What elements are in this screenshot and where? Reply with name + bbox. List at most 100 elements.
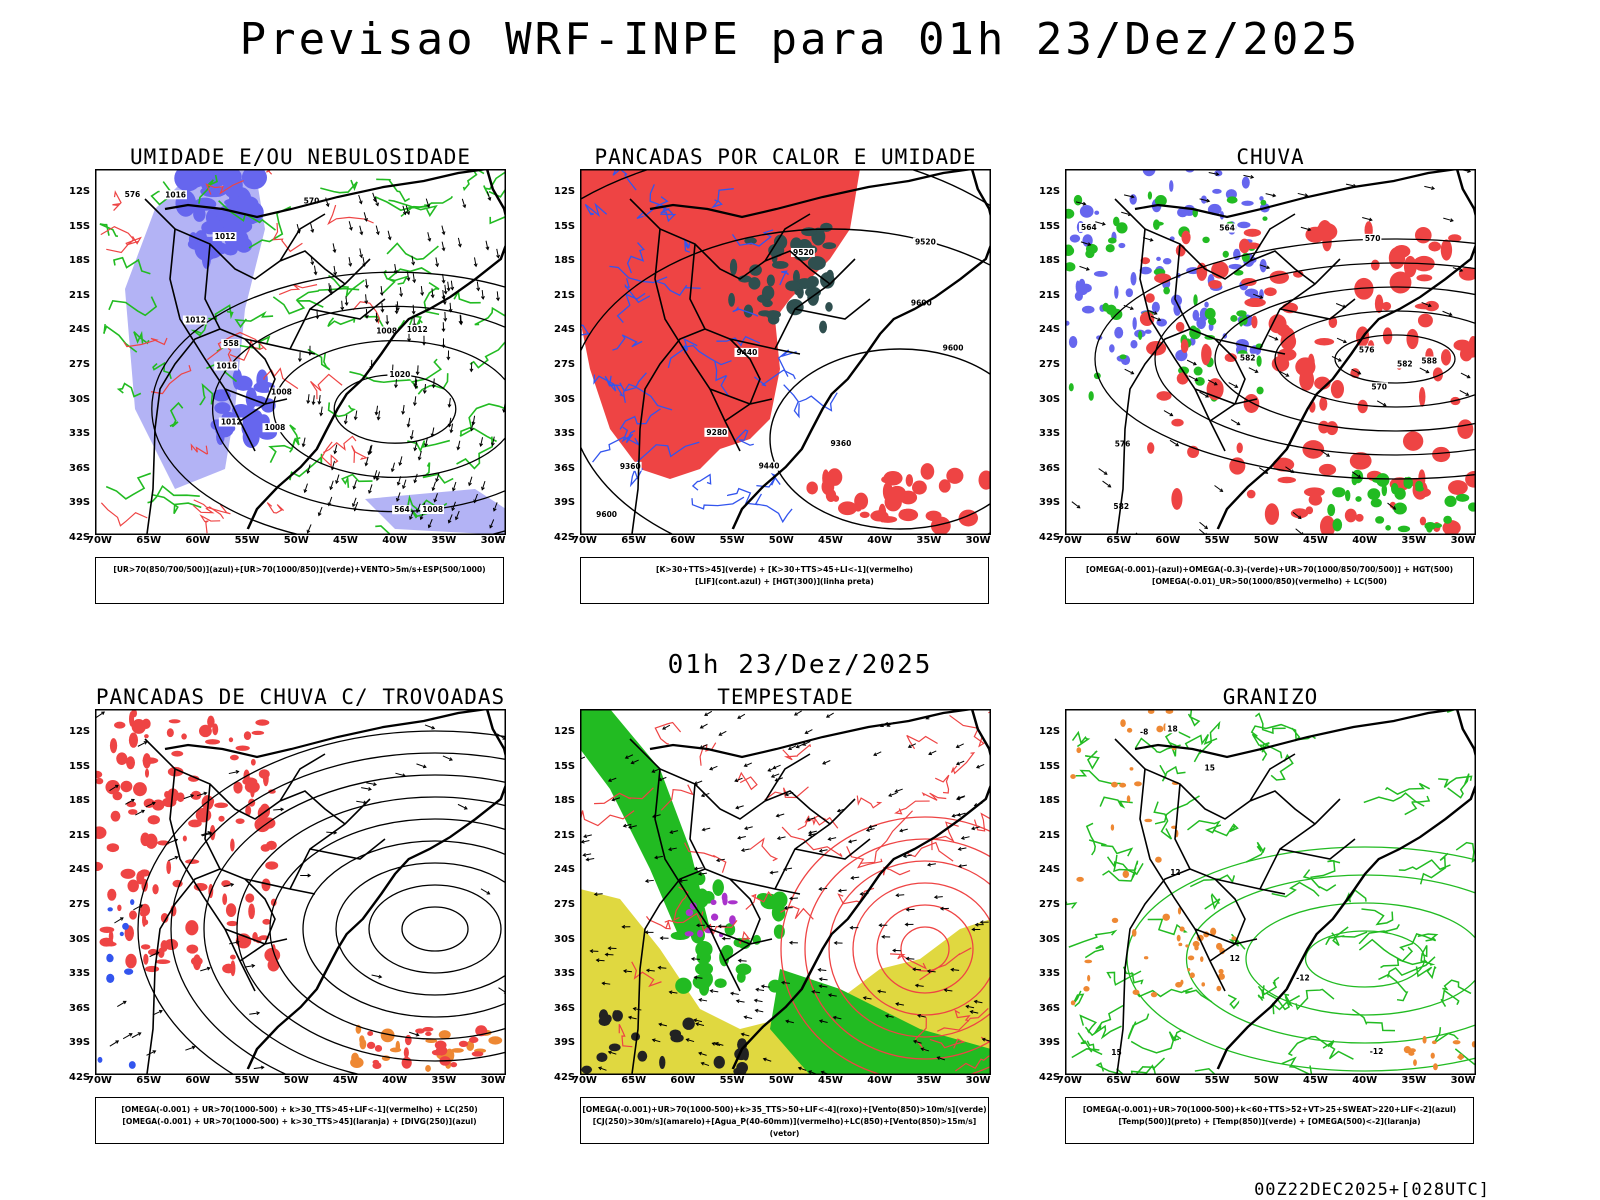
wind-vector [605, 953, 614, 956]
thunderstorm-area [126, 801, 137, 808]
wind-vector-head [447, 519, 452, 524]
wind-vector [352, 497, 357, 507]
wind-vector-head [697, 871, 702, 876]
wind-vector [363, 212, 368, 222]
rain-area [1357, 399, 1368, 414]
wind-vector [496, 248, 499, 258]
wind-vector [863, 997, 872, 1000]
wind-vector [768, 767, 776, 772]
wind-vector [937, 1056, 946, 1061]
streamline-arrow [1230, 419, 1240, 426]
temperature-850-contour [1245, 902, 1476, 1016]
lat-tick-label: 15S [554, 220, 576, 232]
wind-vector [700, 723, 708, 729]
wind-vector [612, 797, 621, 801]
wind-vector [307, 394, 310, 404]
lon-tick-label: 40W [382, 1075, 408, 1086]
low-level-humidity-contour [488, 187, 506, 198]
wind-vector [744, 1016, 753, 1019]
lon-tick-label: 35W [916, 535, 942, 546]
wind-vector-head [899, 828, 904, 833]
thunderstorm-area [99, 937, 114, 947]
heat-instability-area [766, 274, 775, 287]
thickness-contour [193, 499, 231, 515]
wind-vector [304, 483, 308, 493]
lon-tick-label: 30W [480, 535, 506, 546]
contour-label: 570 [304, 197, 320, 206]
omega-500-area [1070, 1000, 1076, 1006]
thunderstorm-area [140, 944, 151, 950]
wind-vector [328, 496, 333, 506]
wind-vector [444, 311, 446, 321]
lifted-index-contour [659, 204, 677, 223]
omega-green-area [1375, 516, 1385, 524]
wind-vector-head [344, 302, 349, 307]
omega-green-area [1193, 294, 1198, 306]
streamline-arrow [1123, 194, 1134, 198]
lifted-index-contour [636, 441, 700, 463]
lon-tick-label: 60W [1155, 535, 1181, 546]
wind-vector [737, 713, 746, 719]
wind-vector [402, 479, 407, 489]
wind-vector-head [611, 797, 616, 802]
lifted-index-contour [604, 375, 624, 397]
rain-area [1251, 315, 1258, 329]
wind-vector [958, 847, 967, 850]
streamline-arrow [361, 787, 372, 790]
lat-tick-label: 39S [69, 1037, 91, 1049]
lat-tick-label: 12S [69, 726, 91, 737]
legend-box: [OMEGA(-0.001)-(azul)+OMEGA(-0.3)-(verde… [1065, 557, 1474, 604]
rain-area [1314, 338, 1335, 346]
thickness-contour [352, 301, 381, 325]
wind-vector [435, 472, 440, 482]
wind-vector-head [651, 1038, 656, 1043]
streamline [368, 884, 502, 974]
streamline-arrow-head [463, 806, 468, 810]
wind-vector-head [375, 477, 380, 482]
omega-green-area [1085, 249, 1095, 259]
precipitable-water-contour [890, 953, 928, 970]
wind-vector [418, 450, 422, 460]
omega-green-area [1262, 216, 1268, 221]
wind-vector-head [583, 834, 588, 839]
low-level-jet-area [714, 978, 727, 989]
streamline-arrow [366, 782, 377, 786]
thickness-contour [310, 373, 343, 400]
wind-vector-head [888, 793, 893, 797]
contour-label: 9360 [830, 439, 851, 448]
thunderstorm-orange-area [438, 1030, 451, 1040]
forecast-map [95, 709, 506, 1075]
rain-area [1326, 421, 1338, 436]
wind-vector [425, 437, 428, 447]
streamline-arrow [1459, 389, 1469, 396]
divergence-area [107, 907, 113, 912]
wind-vector [365, 294, 367, 304]
low-level-humidity-contour [474, 306, 506, 326]
wind-vector-head [865, 828, 870, 832]
thunderstorm-area [167, 766, 184, 777]
lat-tick-label: 30S [1039, 933, 1061, 945]
wind-vector [368, 445, 372, 455]
streamline-arrow [1424, 185, 1435, 190]
thunderstorm-area [125, 953, 137, 969]
wind-vector-head [797, 1066, 802, 1071]
omega-green-area [1202, 236, 1210, 244]
thunderstorm-area [193, 883, 208, 891]
wind-vector [668, 847, 677, 851]
wind-vector-head [413, 447, 418, 452]
wind-vector-head [850, 875, 855, 880]
contour-label: 564 [1081, 223, 1097, 232]
streamline-arrow [1442, 310, 1452, 316]
streamline-arrow-head [1130, 370, 1135, 375]
wind-vector-head [479, 443, 484, 448]
wind-vector [730, 992, 739, 995]
wind-vector [489, 519, 495, 528]
rain-area [1196, 262, 1208, 281]
temperature-850-contour [1251, 733, 1268, 761]
precipitable-water-contour [973, 812, 991, 832]
wind-vector-head [975, 764, 980, 769]
lon-tick-label: 65W [621, 1075, 647, 1086]
lifted-index-contour [593, 374, 621, 392]
omega-500-area [1176, 934, 1181, 942]
